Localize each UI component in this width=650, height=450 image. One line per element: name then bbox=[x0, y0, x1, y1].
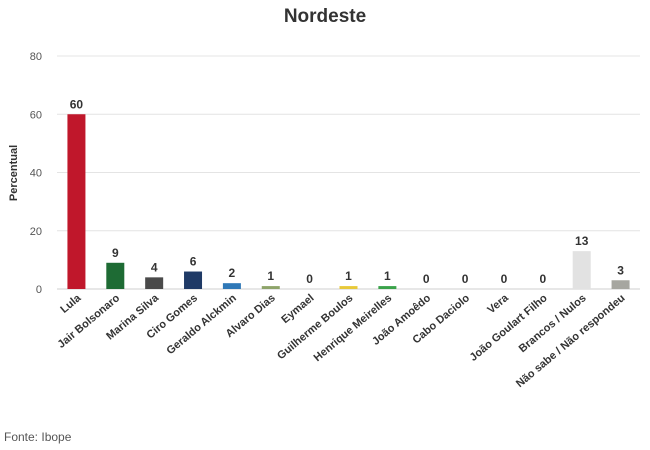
data-label: 13 bbox=[575, 234, 589, 248]
data-label: 6 bbox=[190, 255, 197, 269]
bar bbox=[106, 262, 125, 289]
bar bbox=[67, 114, 86, 289]
data-label: 0 bbox=[306, 272, 313, 286]
bar bbox=[339, 286, 358, 289]
bars bbox=[67, 114, 630, 289]
data-label: 0 bbox=[501, 272, 508, 286]
x-tick-label: Vera bbox=[485, 292, 511, 317]
x-tick-label: Geraldo Alckmin bbox=[164, 292, 239, 357]
source-note: Fonte: Ibope bbox=[4, 430, 72, 444]
y-tick-label: 40 bbox=[30, 168, 42, 180]
x-tick-label: Lula bbox=[58, 292, 84, 316]
bar bbox=[611, 280, 630, 289]
data-label: 60 bbox=[70, 97, 84, 111]
data-label: 2 bbox=[229, 266, 236, 280]
data-label: 9 bbox=[112, 246, 119, 260]
data-labels: 60 9 4 6 2 1 0 1 1 0 0 0 0 13 3 bbox=[70, 97, 624, 286]
x-tick-label: Eymael bbox=[279, 292, 316, 326]
gridlines bbox=[57, 55, 640, 290]
chart-title: Nordeste bbox=[283, 6, 367, 27]
data-label: 0 bbox=[423, 272, 430, 286]
y-tick-label: 80 bbox=[30, 51, 42, 63]
data-label: 1 bbox=[384, 269, 391, 283]
data-label: 0 bbox=[462, 272, 469, 286]
y-tick-label: 20 bbox=[30, 226, 42, 238]
data-label: 1 bbox=[345, 269, 352, 283]
x-tick-label: Brancos / Nulos bbox=[517, 292, 589, 355]
y-axis-label: Percentual bbox=[8, 145, 20, 201]
bar bbox=[222, 283, 241, 289]
bar bbox=[572, 251, 591, 289]
data-label: 3 bbox=[617, 263, 624, 277]
y-tick-label: 0 bbox=[36, 284, 42, 296]
y-tick-label: 60 bbox=[30, 109, 42, 121]
bar bbox=[184, 271, 203, 289]
y-axis-ticks: 0 20 40 60 80 bbox=[30, 51, 42, 296]
bar bbox=[145, 277, 164, 289]
data-label: 4 bbox=[151, 260, 158, 274]
data-label: 1 bbox=[267, 269, 274, 283]
bar bbox=[378, 286, 397, 289]
data-label: 0 bbox=[539, 272, 546, 286]
bar bbox=[261, 286, 280, 289]
